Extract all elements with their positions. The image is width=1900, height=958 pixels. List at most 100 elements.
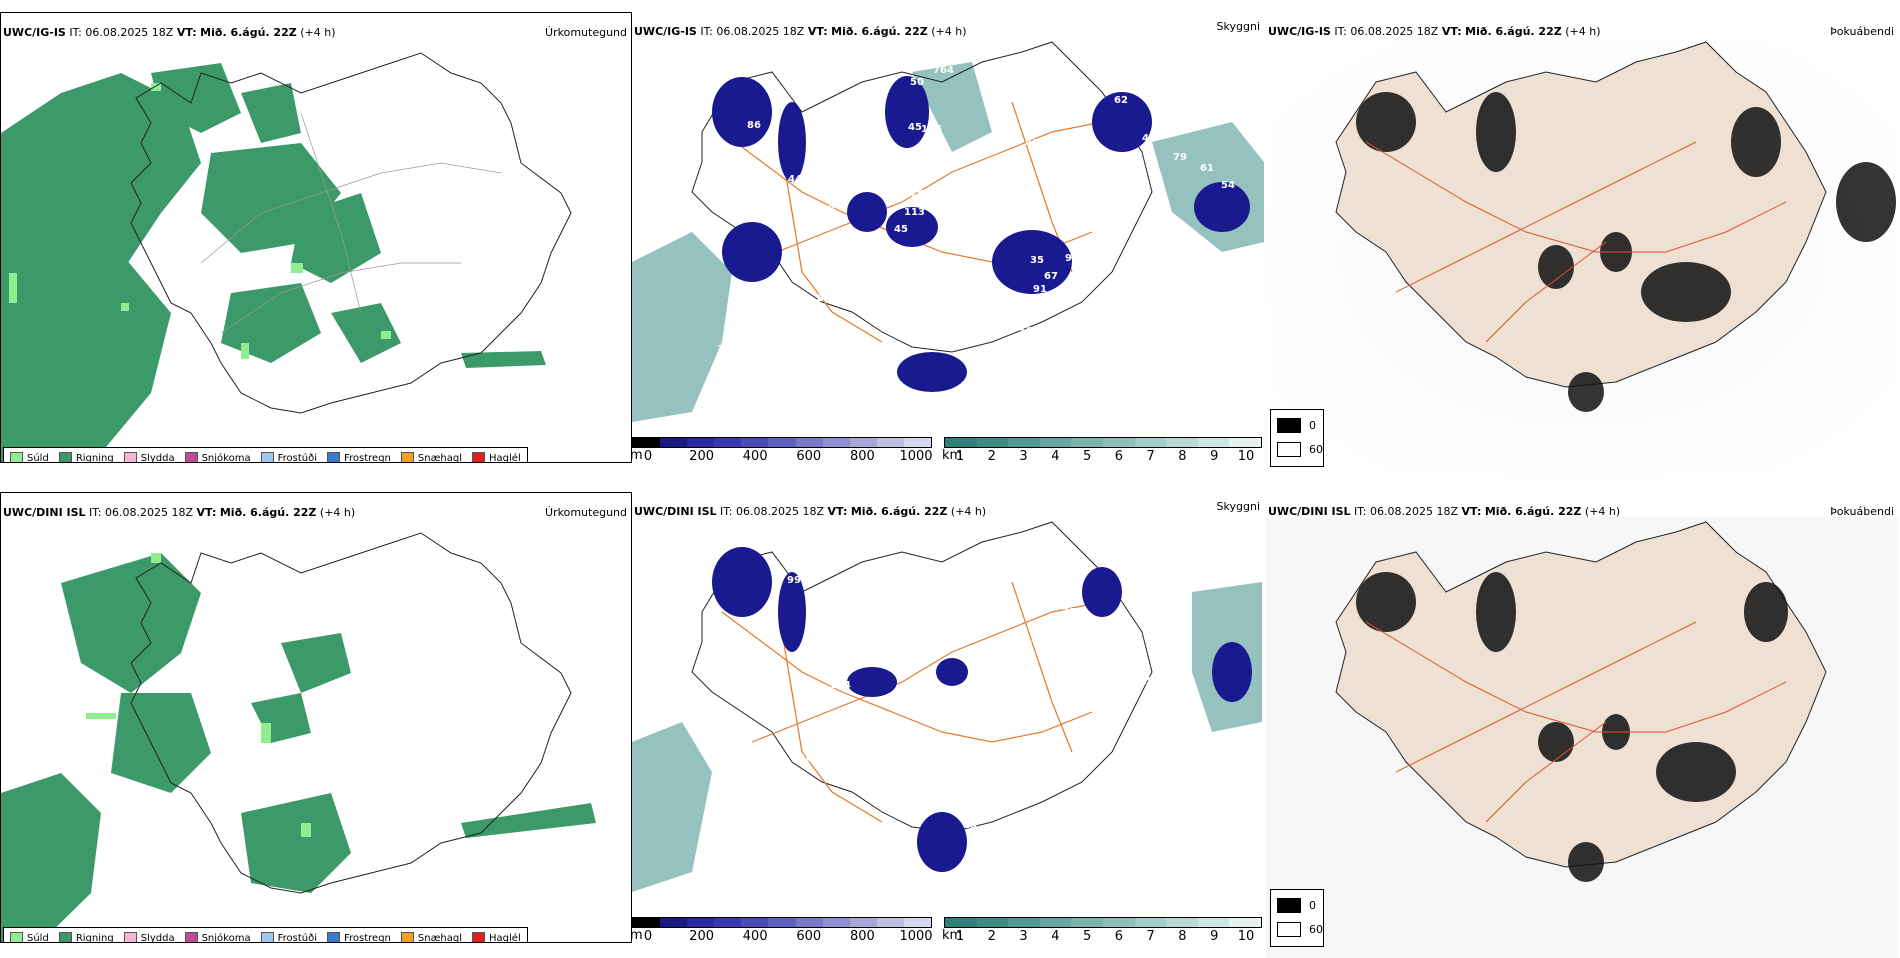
colorbar-tick-label: 200 [689, 929, 715, 944]
ceiling-value-label: 88 [745, 638, 759, 649]
panel-header: UWC/IG-IS IT: 06.08.2025 18Z VT: Mið. 6.… [634, 25, 967, 38]
ceiling-value-label: 109 [903, 763, 924, 774]
colorbar-segment [768, 438, 796, 447]
ceiling-value-label: 49 [844, 162, 858, 173]
ceiling-value-label: 142 [1137, 570, 1158, 581]
ceiling-value-label: 55 [764, 380, 778, 391]
colorbar-segment [1166, 438, 1198, 447]
ceiling-value-label: 13 [821, 204, 835, 215]
ceiling-value-label: 9 [709, 162, 716, 173]
ceiling-value-labels: 72 36 49 45 49 45 45 78 61 284 125 407 176 28 37 86 50 54… [709, 65, 1235, 391]
colorbar-tick-label: 1000 [899, 449, 933, 464]
colorbar-segment [660, 438, 688, 447]
fog-indicator-panel-bottom: UWC/DINI ISL IT: 06.08.2025 18Z VT: Mið.… [1266, 492, 1898, 958]
panel-title: Úrkomutegund [545, 26, 627, 39]
ceiling-value-label: 108 [799, 753, 820, 764]
ceiling-value-label: 49 [1025, 138, 1039, 149]
ceiling-value-label: 63 [904, 316, 918, 327]
precipitation-map [1, 532, 596, 942]
colorbar-segment [1008, 918, 1040, 927]
colorbar-segment [741, 438, 769, 447]
colorbar-segment [876, 918, 904, 927]
ceiling-value-label: 48 [964, 376, 978, 387]
colorbar-segment [714, 438, 742, 447]
colorbar-segment [945, 918, 977, 927]
ceiling-value-label: 78 [960, 154, 974, 165]
ceiling-value-label: 91 [1033, 284, 1047, 295]
ceiling-value-label: 48 [1142, 133, 1156, 144]
panel-header: UWC/DINI ISL IT: 06.08.2025 18Z VT: Mið.… [3, 506, 356, 519]
colorbar-tick-label: 10 [1237, 929, 1255, 944]
ceiling-value-label: 32 [1039, 744, 1053, 755]
ceiling-value-label: 60 [1114, 746, 1128, 757]
ceiling-visibility-panel-top: UWC/IG-IS IT: 06.08.2025 18Z VT: Mið. 6.… [632, 12, 1264, 467]
precip-type-legend: Súld Rigning Slydda Snjókoma Frostúði Fr… [3, 447, 528, 462]
ceiling-value-label: 407 [800, 331, 821, 342]
legend-item: Frostúði [260, 931, 317, 942]
panel-title: Skyggni [1216, 500, 1260, 513]
ceiling-value-label: 152 [1158, 323, 1179, 334]
legend-item: Slydda [123, 931, 175, 942]
ceiling-map: 72 36 49 45 49 45 45 78 61 284 125 407 176 28 37 86 50 54… [632, 41, 1264, 422]
ceiling-value-label: 65 [941, 602, 955, 613]
colorbar-tick-label: 400 [742, 929, 768, 944]
legend-item: Snjókoma [184, 931, 251, 942]
ceiling-value-label: 38 [1094, 859, 1108, 870]
ceiling-value-label: 61 [1200, 163, 1214, 174]
ceiling-value-label: 45 [765, 363, 779, 374]
colorbar-segment [903, 438, 932, 447]
colorbar-tick-label: 1 [955, 449, 965, 464]
ceiling-value-label: 159 [913, 327, 934, 338]
ceiling-value-label: 79 [1173, 152, 1187, 163]
legend-item: Haglél [472, 451, 521, 462]
colorbar-segment [1229, 918, 1261, 927]
visibility-colorbar: 1 2 3 4 5 6 7 8 9 10 km [942, 437, 1262, 464]
colorbar-tick-label: 800 [849, 449, 875, 464]
colorbar-segment [1039, 918, 1072, 927]
colorbar-tick-label: 6 [1114, 929, 1124, 944]
precip-type-legend: Súld Rigning Slydda Snjókoma Frostúði Fr… [3, 927, 528, 942]
legend-item: Frostregn [327, 931, 391, 942]
colorbar-segment [1229, 438, 1261, 447]
ceiling-value-label: 596 [1019, 326, 1040, 337]
colorbar-tick-label: 800 [849, 929, 875, 944]
colorbar-tick-label: 2 [987, 449, 996, 464]
legend-item: Súld [10, 451, 49, 462]
ceiling-value-label: 150 [1024, 634, 1045, 645]
ceiling-value-label: 72 [1164, 358, 1178, 369]
ceiling-value-label: 45 [908, 122, 922, 133]
panel-header: UWC/DINI ISL IT: 06.08.2025 18Z VT: Mið.… [634, 505, 987, 518]
colorbar-tick-label: 7 [1146, 449, 1155, 464]
ceiling-value-label: 36 [739, 190, 753, 201]
ceiling-value-labels: 3138654752571073642193214227407599454059… [702, 560, 1198, 872]
ceiling-value-label: 18 [981, 198, 995, 209]
colorbar-tick-label: 0 [643, 449, 653, 464]
ceiling-value-label: 35 [1209, 97, 1223, 108]
colorbar-tick-label: 9 [1210, 929, 1219, 944]
colorbar-segment [1071, 918, 1103, 927]
ceiling-value-label: 54 [815, 354, 829, 365]
fog-map [1266, 517, 1898, 958]
ceiling-value-label: 40 [1069, 664, 1083, 675]
panel-header: UWC/DINI ISL IT: 06.08.2025 18Z VT: Mið.… [1268, 505, 1621, 518]
precip-type-panel-top: UWC/IG-IS IT: 06.08.2025 18Z VT: Mið. 6.… [0, 12, 632, 463]
fog-indicator-panel-top: UWC/IG-IS IT: 06.08.2025 18Z VT: Mið. 6.… [1266, 12, 1898, 478]
colorbar-segment [1134, 918, 1167, 927]
ceiling-value-label: 31 [1183, 753, 1197, 764]
ceiling-value-label: 73 [1062, 607, 1076, 618]
ceiling-value-label: 50 [910, 77, 924, 88]
panel-title: Úrkomutegund [545, 506, 627, 519]
colorbar-segment [687, 438, 715, 447]
ceiling-value-label: 79 [796, 314, 810, 325]
colorbar-tick-label: 10 [1237, 449, 1255, 464]
ceiling-value-label: 62 [1114, 95, 1128, 106]
ceiling-value-label: 40 [823, 832, 837, 843]
colorbar-segment [1134, 438, 1167, 447]
ceiling-visibility-panel-bottom: UWC/DINI ISL IT: 06.08.2025 18Z VT: Mið.… [632, 492, 1264, 947]
colorbar-segment [976, 438, 1009, 447]
legend-item: Frostúði [260, 451, 317, 462]
colorbar-segment [849, 918, 877, 927]
ceiling-value-label: 10 [866, 563, 880, 574]
colorbar-segment [1197, 438, 1230, 447]
ceiling-value-label: 284 [859, 160, 880, 171]
